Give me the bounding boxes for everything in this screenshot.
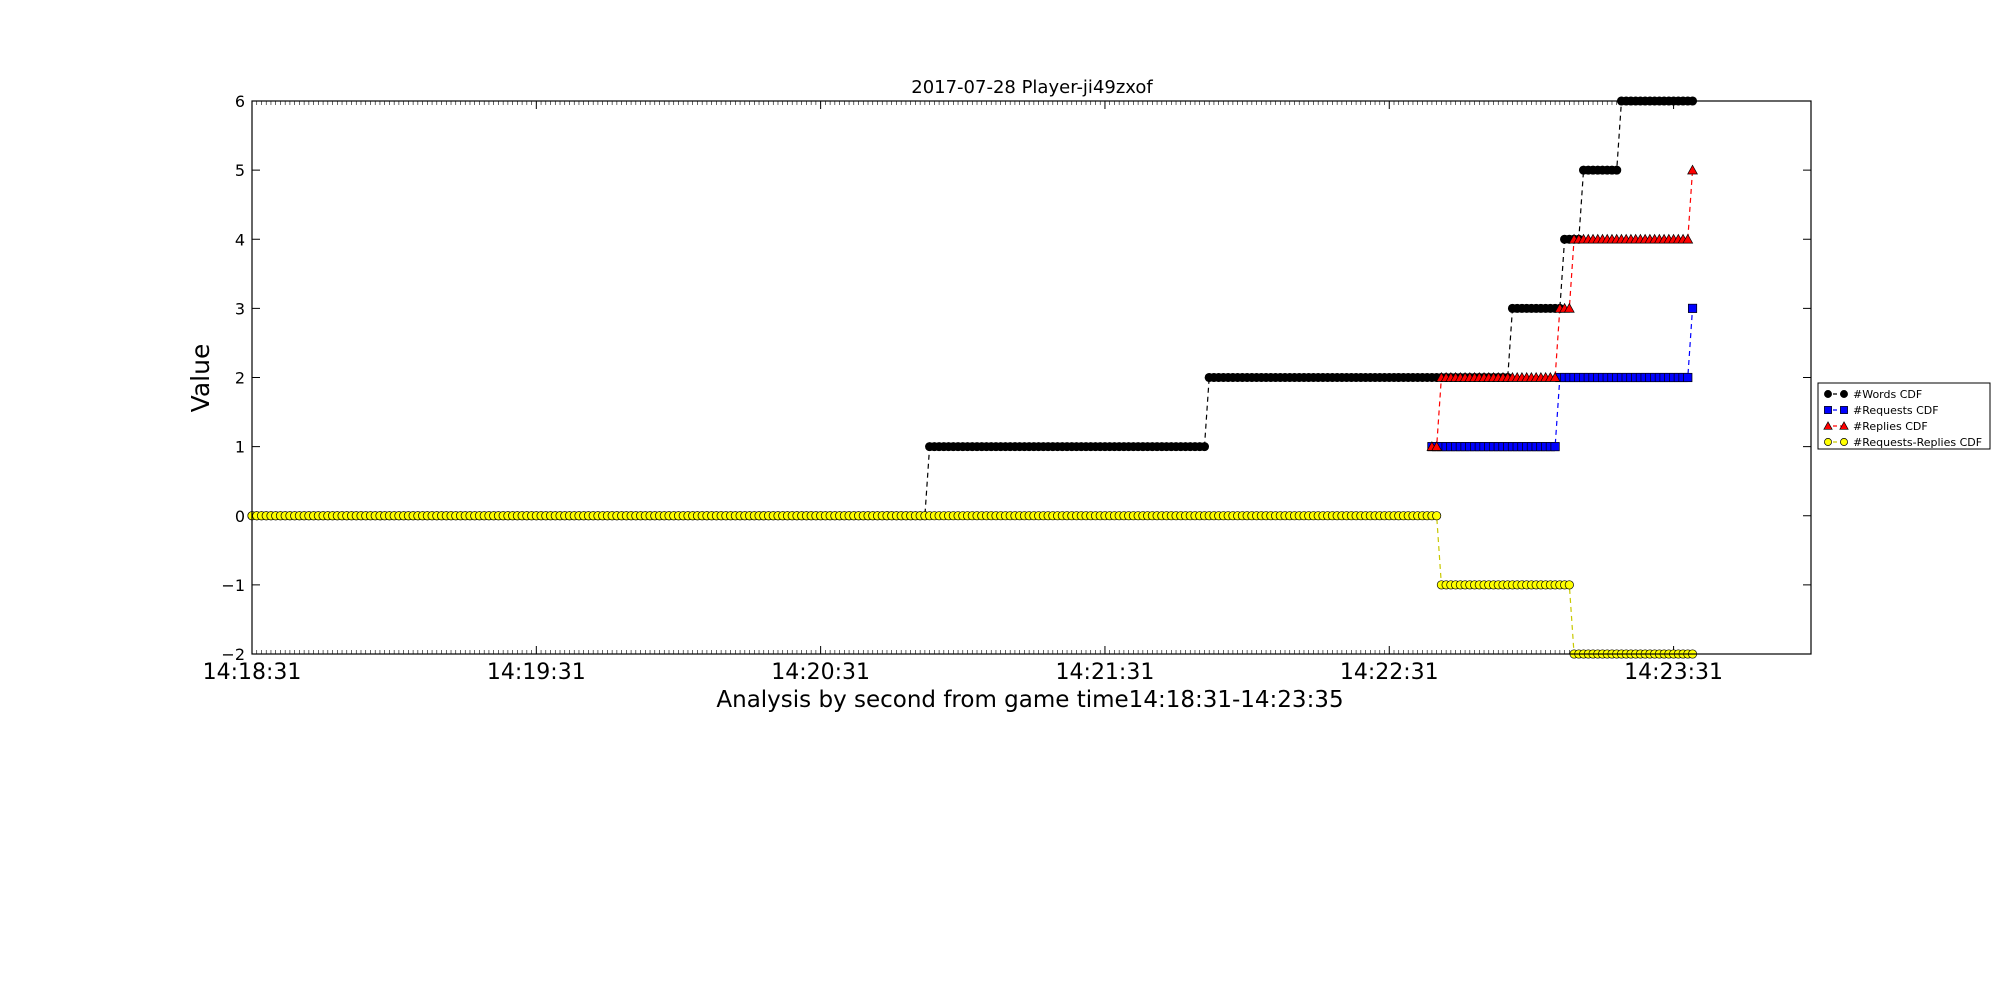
- y-tick-label: 6: [235, 92, 245, 111]
- series-replies-cdf: [1426, 164, 1698, 451]
- data-point: [1683, 372, 1693, 383]
- legend-entry-requests-replies-cdf: #Requests-Replies CDF: [1824, 436, 1982, 449]
- series-words-cdf: [247, 96, 1698, 521]
- legend-label: #Requests CDF: [1853, 404, 1939, 417]
- legend: #Words CDF #Requests CDF #Replies CDF #Requ…: [1817, 382, 1991, 450]
- legend-marker: [1824, 406, 1832, 414]
- legend-label: #Requests-Replies CDF: [1853, 436, 1982, 449]
- x-tick-label: 14:19:31: [487, 660, 586, 685]
- data-point: [1563, 302, 1575, 313]
- y-tick-label: −1: [221, 576, 245, 595]
- legend-label: #Words CDF: [1853, 388, 1922, 401]
- data-point: [1550, 442, 1560, 452]
- x-axis-label: Analysis by second from game time14:18:3…: [716, 687, 1343, 713]
- data-point: [1549, 371, 1561, 382]
- x-tick-label: 14:23:31: [1624, 660, 1723, 685]
- x-tick-label: 14:22:31: [1340, 660, 1439, 685]
- data-point: [1432, 511, 1442, 521]
- legend-marker: [1839, 421, 1849, 430]
- legend-entry-words-cdf: #Words CDF: [1824, 388, 1922, 401]
- y-tick-label: 3: [235, 299, 245, 318]
- y-tick-label: 1: [235, 438, 245, 457]
- axis-ticks: [251, 100, 1811, 655]
- y-tick-label: 4: [235, 230, 245, 249]
- data-point: [1199, 442, 1210, 452]
- series-requests-replies-cdf: [247, 511, 1698, 659]
- series-line: [252, 100, 1693, 517]
- legend-marker: [1840, 406, 1848, 414]
- x-tick-label: 14:21:31: [1056, 660, 1155, 685]
- series-layer: [247, 96, 1698, 659]
- data-point: [1687, 164, 1698, 175]
- y-axis-label: Value: [186, 344, 215, 413]
- legend-label: #Replies CDF: [1853, 420, 1928, 433]
- y-tick-label: −2: [221, 645, 245, 664]
- legend-marker: [1840, 438, 1848, 446]
- chart-title: 2017-07-28 Player-ji49zxof: [911, 77, 1153, 98]
- data-point: [1687, 303, 1698, 313]
- data-point: [1431, 441, 1443, 451]
- tick-labels: 14:18:31 14:19:31 14:20:31 14:21:31 14:22:31…: [203, 92, 1723, 685]
- data-point: [1564, 580, 1574, 590]
- data-point: [1612, 165, 1622, 175]
- y-tick-label: 0: [235, 507, 245, 526]
- x-tick-label: 14:18:31: [203, 660, 302, 685]
- legend-marker: [1840, 390, 1848, 398]
- legend-entry-replies-cdf: #Replies CDF: [1823, 420, 1928, 433]
- plot-area: [251, 100, 1812, 655]
- legend-marker: [1824, 438, 1832, 446]
- legend-entry-requests-cdf: #Requests CDF: [1824, 404, 1939, 417]
- data-point: [1682, 233, 1694, 244]
- y-tick-label: 2: [235, 369, 245, 388]
- x-tick-label: 14:20:31: [771, 660, 870, 685]
- legend-marker: [1823, 421, 1833, 430]
- y-tick-label: 5: [235, 161, 245, 180]
- legend-marker: [1824, 390, 1832, 398]
